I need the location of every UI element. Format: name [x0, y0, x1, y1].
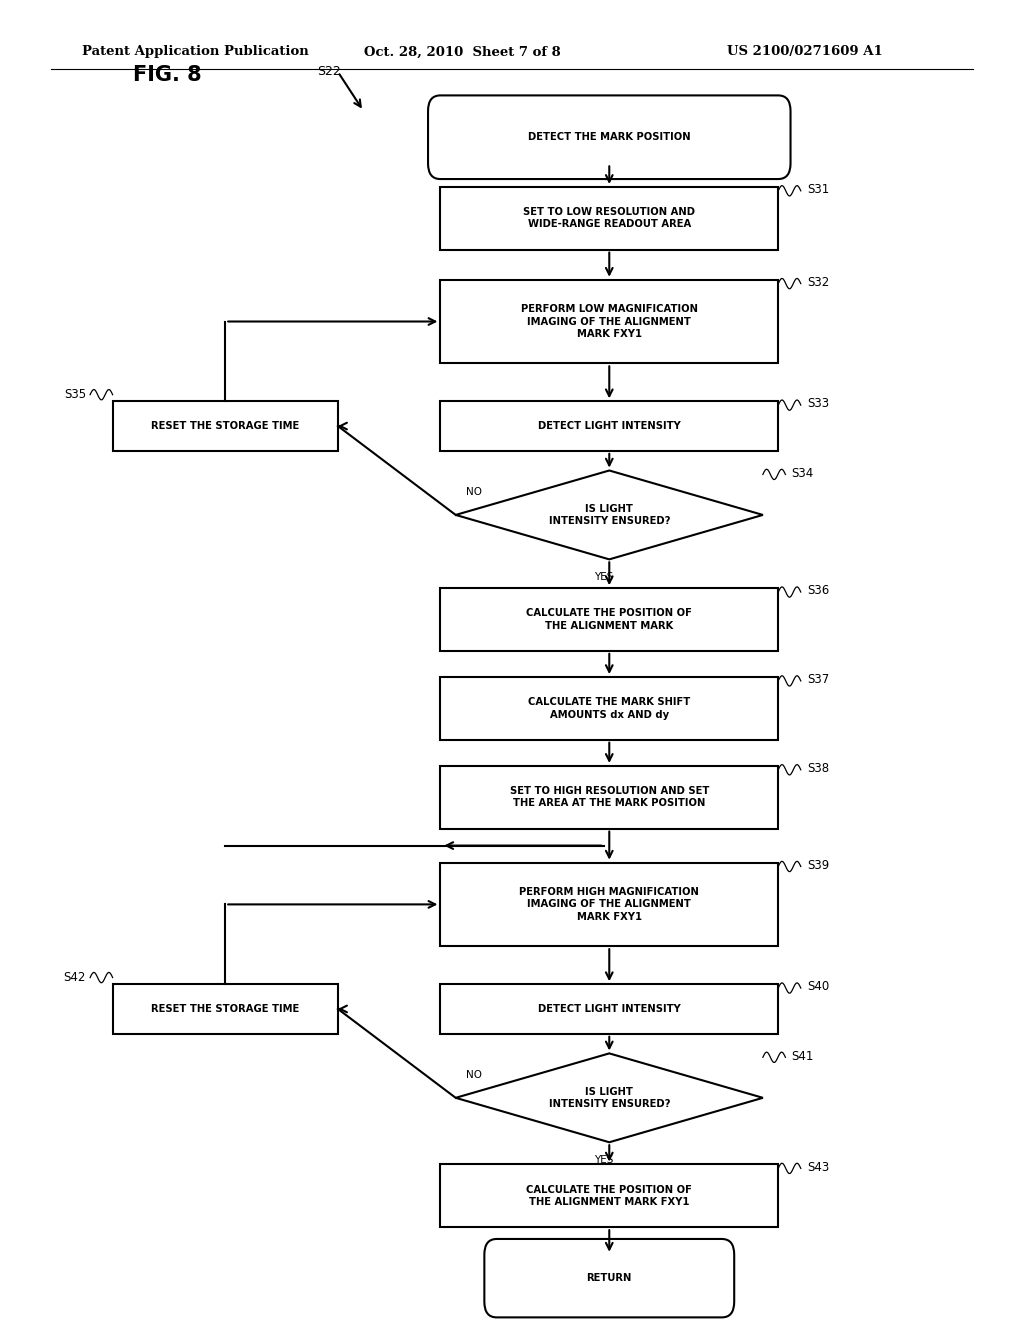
- Polygon shape: [456, 1053, 763, 1142]
- Text: S37: S37: [807, 673, 829, 686]
- Text: US 2100/0271609 A1: US 2100/0271609 A1: [727, 45, 883, 58]
- Text: PERFORM HIGH MAGNIFICATION
IMAGING OF THE ALIGNMENT
MARK FXY1: PERFORM HIGH MAGNIFICATION IMAGING OF TH…: [519, 887, 699, 921]
- Text: IS LIGHT
INTENSITY ENSURED?: IS LIGHT INTENSITY ENSURED?: [549, 504, 670, 527]
- Text: S36: S36: [807, 585, 829, 597]
- Text: S34: S34: [792, 466, 814, 479]
- Text: S40: S40: [807, 981, 829, 993]
- Text: CALCULATE THE POSITION OF
THE ALIGNMENT MARK: CALCULATE THE POSITION OF THE ALIGNMENT …: [526, 609, 692, 631]
- Text: YES: YES: [595, 1155, 613, 1166]
- Text: SET TO HIGH RESOLUTION AND SET
THE AREA AT THE MARK POSITION: SET TO HIGH RESOLUTION AND SET THE AREA …: [510, 785, 709, 808]
- Text: CALCULATE THE POSITION OF
THE ALIGNMENT MARK FXY1: CALCULATE THE POSITION OF THE ALIGNMENT …: [526, 1184, 692, 1206]
- FancyBboxPatch shape: [440, 1164, 778, 1228]
- FancyBboxPatch shape: [113, 401, 338, 451]
- FancyBboxPatch shape: [440, 280, 778, 363]
- Text: RESET THE STORAGE TIME: RESET THE STORAGE TIME: [152, 421, 299, 432]
- Text: S32: S32: [807, 276, 829, 289]
- FancyBboxPatch shape: [440, 985, 778, 1034]
- Text: S33: S33: [807, 397, 829, 411]
- FancyBboxPatch shape: [440, 187, 778, 249]
- Text: RESET THE STORAGE TIME: RESET THE STORAGE TIME: [152, 1005, 299, 1014]
- Text: S41: S41: [792, 1049, 814, 1063]
- Text: IS LIGHT
INTENSITY ENSURED?: IS LIGHT INTENSITY ENSURED?: [549, 1086, 670, 1109]
- Text: S31: S31: [807, 183, 829, 195]
- Text: S38: S38: [807, 762, 829, 775]
- Text: DETECT LIGHT INTENSITY: DETECT LIGHT INTENSITY: [538, 421, 681, 432]
- Text: DETECT THE MARK POSITION: DETECT THE MARK POSITION: [528, 132, 690, 143]
- Text: CALCULATE THE MARK SHIFT
AMOUNTS dx AND dy: CALCULATE THE MARK SHIFT AMOUNTS dx AND …: [528, 697, 690, 719]
- Text: S43: S43: [807, 1160, 829, 1173]
- Text: Patent Application Publication: Patent Application Publication: [82, 45, 308, 58]
- FancyBboxPatch shape: [428, 95, 791, 180]
- FancyBboxPatch shape: [113, 985, 338, 1034]
- FancyBboxPatch shape: [440, 766, 778, 829]
- Polygon shape: [456, 470, 763, 560]
- Text: YES: YES: [595, 573, 613, 582]
- Text: S39: S39: [807, 859, 829, 871]
- Text: DETECT LIGHT INTENSITY: DETECT LIGHT INTENSITY: [538, 1005, 681, 1014]
- FancyBboxPatch shape: [440, 401, 778, 451]
- Text: PERFORM LOW MAGNIFICATION
IMAGING OF THE ALIGNMENT
MARK FXY1: PERFORM LOW MAGNIFICATION IMAGING OF THE…: [521, 304, 697, 339]
- Text: NO: NO: [466, 487, 482, 498]
- Text: S42: S42: [63, 972, 86, 985]
- Text: RETURN: RETURN: [587, 1274, 632, 1283]
- FancyBboxPatch shape: [440, 862, 778, 946]
- Text: S35: S35: [63, 388, 86, 401]
- Text: S22: S22: [317, 66, 341, 78]
- Text: Oct. 28, 2010  Sheet 7 of 8: Oct. 28, 2010 Sheet 7 of 8: [364, 45, 560, 58]
- Text: NO: NO: [466, 1071, 482, 1080]
- FancyBboxPatch shape: [440, 589, 778, 651]
- FancyBboxPatch shape: [484, 1239, 734, 1317]
- Text: FIG. 8: FIG. 8: [133, 66, 202, 86]
- Text: SET TO LOW RESOLUTION AND
WIDE-RANGE READOUT AREA: SET TO LOW RESOLUTION AND WIDE-RANGE REA…: [523, 207, 695, 230]
- FancyBboxPatch shape: [440, 677, 778, 739]
